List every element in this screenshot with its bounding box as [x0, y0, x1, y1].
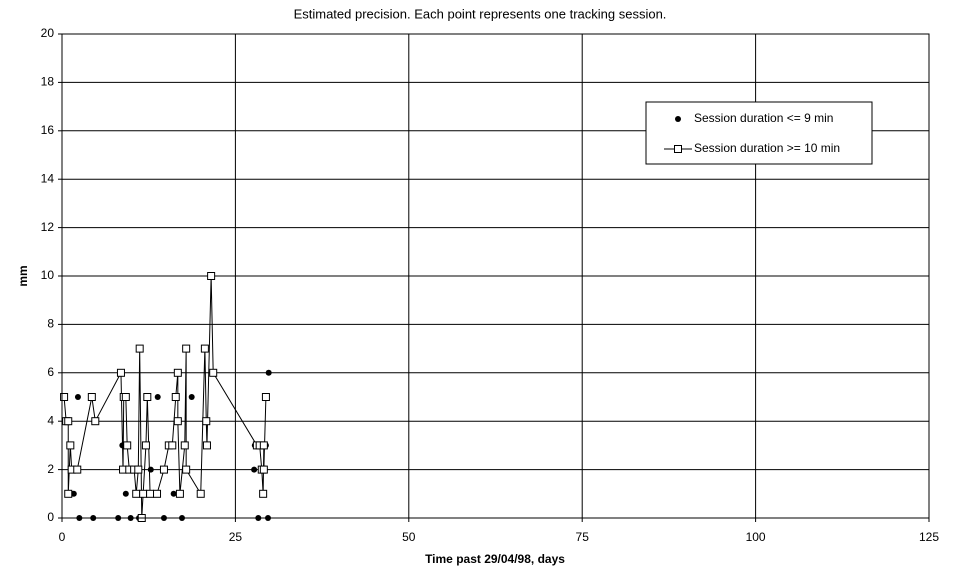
data-point: [259, 465, 268, 474]
data-point: [146, 489, 155, 498]
y-tick-label: 16: [41, 123, 55, 137]
legend-label: Session duration <= 9 min: [694, 111, 833, 125]
legend-box: [645, 101, 873, 165]
data-point: [171, 393, 180, 401]
data-point: [202, 417, 211, 426]
data-point: [70, 490, 77, 497]
y-axis-label: mm: [16, 265, 30, 286]
data-point: [73, 465, 82, 474]
x-tick-label: 0: [59, 530, 66, 544]
data-point: [265, 369, 272, 376]
y-tick-label: 0: [47, 510, 54, 524]
data-point: [259, 489, 268, 498]
data-point: [173, 417, 182, 426]
data-point: [64, 489, 73, 498]
data-point: [182, 344, 191, 353]
data-point: [251, 466, 258, 473]
chart-title: Estimated precision. Each point represen…: [294, 6, 667, 21]
plot-frame: [61, 33, 930, 519]
data-point: [173, 368, 182, 377]
data-point: [175, 489, 184, 498]
data-point: [139, 489, 148, 498]
data-point: [123, 441, 132, 450]
data-point: [135, 344, 144, 353]
legend-label: Session duration >= 10 min: [694, 141, 840, 155]
data-point: [182, 465, 191, 474]
data-point: [209, 368, 218, 377]
y-tick-label: 14: [41, 171, 55, 185]
data-point: [141, 441, 150, 450]
data-point: [122, 490, 129, 497]
data-point: [261, 393, 270, 401]
data-point: [132, 489, 141, 498]
y-tick-label: 4: [47, 413, 54, 427]
y-tick-label: 8: [47, 317, 54, 331]
data-point: [134, 465, 143, 474]
data-point: [87, 393, 96, 401]
x-tick-label: 50: [402, 530, 416, 544]
data-point: [143, 393, 152, 401]
data-point: [91, 417, 100, 426]
data-point: [64, 417, 73, 426]
y-tick-label: 2: [47, 462, 54, 476]
data-point: [147, 466, 154, 473]
x-tick-label: 25: [229, 530, 243, 544]
data-point: [188, 394, 195, 400]
data-point: [180, 441, 189, 450]
legend-marker: [674, 145, 682, 153]
y-tick-label: 6: [47, 365, 54, 379]
y-tick-label: 12: [41, 220, 55, 234]
data-point: [154, 394, 161, 400]
data-point: [202, 441, 211, 450]
data-point: [116, 368, 125, 377]
x-tick-label: 75: [576, 530, 590, 544]
data-point: [153, 489, 162, 498]
data-point: [196, 489, 205, 498]
data-point: [74, 394, 81, 400]
data-point: [66, 441, 75, 450]
data-point: [159, 465, 168, 474]
data-point: [170, 490, 177, 497]
data-point: [207, 272, 216, 280]
x-axis-label: Time past 29/04/98, days: [425, 552, 565, 566]
data-point: [60, 393, 69, 401]
x-tick-label: 125: [919, 530, 939, 544]
legend-marker: [675, 116, 681, 122]
data-point: [259, 441, 268, 450]
y-tick-label: 20: [41, 26, 55, 40]
y-tick-label: 10: [41, 268, 55, 282]
y-tick-label: 18: [41, 75, 55, 89]
x-tick-label: 100: [746, 530, 766, 544]
data-point: [168, 441, 177, 450]
data-point: [200, 344, 209, 353]
data-point: [121, 393, 130, 401]
